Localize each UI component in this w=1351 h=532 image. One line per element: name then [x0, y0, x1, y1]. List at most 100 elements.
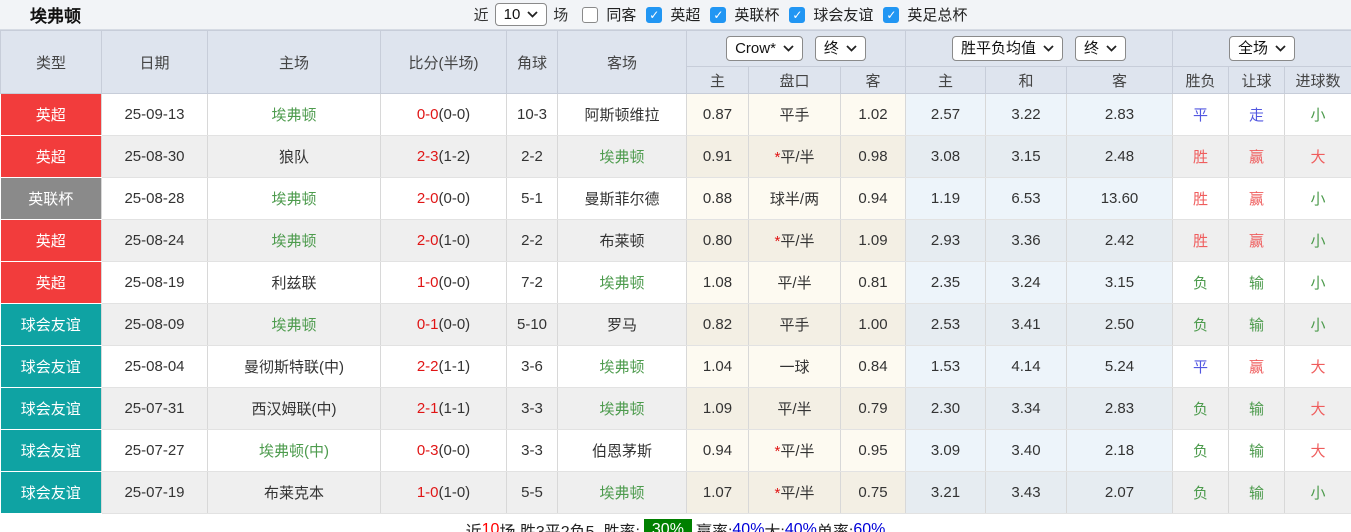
cell-result-handicap: 走 — [1228, 93, 1285, 136]
cell-score: 2-2(1-1) — [380, 345, 507, 388]
cell-result-wdl: 负 — [1172, 471, 1229, 514]
cell-asia-home-odds: 0.94 — [686, 429, 749, 472]
same-away-label: 同客 — [606, 7, 637, 24]
cell-result-goals: 小 — [1283, 177, 1351, 220]
cell-corner: 3-3 — [506, 429, 558, 472]
col-header-corner: 角球 — [506, 30, 558, 94]
matches-table: 类型 日期 主场 比分(半场) 角球 客场 Crow* 终 — [0, 30, 1351, 514]
summary-part: 40% — [732, 520, 765, 532]
euro-company-select[interactable]: 胜平负均值 — [951, 36, 1063, 61]
cell-euro-away-odds: 2.83 — [1066, 387, 1173, 430]
cell-asia-home-odds: 1.08 — [686, 261, 749, 304]
cell-asia-away-odds: 0.98 — [840, 135, 906, 178]
asia-odds-header: Crow* 终 — [686, 30, 906, 67]
cell-away-team: 阿斯顿维拉 — [557, 93, 687, 136]
filter-checkbox-2[interactable]: ✓ — [789, 6, 806, 23]
cell-asia-handicap: 平/半 — [748, 261, 841, 304]
cell-home-team: 埃弗顿 — [207, 93, 381, 136]
filter-checkbox-0[interactable]: ✓ — [646, 6, 663, 23]
cell-home-team: 利兹联 — [207, 261, 381, 304]
table-row: 球会友谊 25-08-09 埃弗顿 0-1(0-0) 5-10 罗马 0.82 … — [0, 303, 1351, 346]
filter-label-1: 英联杯 — [734, 7, 780, 24]
same-away-checkbox[interactable] — [582, 6, 599, 23]
cell-asia-handicap: 一球 — [748, 345, 841, 388]
cell-home-team: 埃弗顿 — [207, 303, 381, 346]
cell-away-team: 曼斯菲尔德 — [557, 177, 687, 220]
table-header: 类型 日期 主场 比分(半场) 角球 客场 Crow* 终 — [0, 30, 1351, 94]
cell-euro-home-odds: 2.57 — [905, 93, 986, 136]
cell-date: 25-08-30 — [101, 135, 208, 178]
top-bar: 埃弗顿 近 10 场 同客 ✓ 英超 ✓ 英联杯 ✓ 球会友谊 ✓ 英足总杯 — [0, 0, 1351, 30]
cell-result-wdl: 负 — [1172, 261, 1229, 304]
cell-asia-away-odds: 0.81 — [840, 261, 906, 304]
cell-score: 0-3(0-0) — [380, 429, 507, 472]
cell-home-team: 狼队 — [207, 135, 381, 178]
filter-checkbox-3[interactable]: ✓ — [883, 6, 900, 23]
cell-euro-draw-odds: 6.53 — [985, 177, 1067, 220]
euro-odds-header: 胜平负均值 终 — [905, 30, 1173, 67]
cell-away-team: 布莱顿 — [557, 219, 687, 262]
league-badge: 英超 — [0, 135, 102, 178]
chevron-down-icon — [783, 45, 794, 52]
cell-euro-draw-odds: 3.34 — [985, 387, 1067, 430]
cell-result-handicap: 赢 — [1228, 135, 1285, 178]
subcol-euro-away: 客 — [1066, 66, 1173, 94]
cell-euro-away-odds: 2.50 — [1066, 303, 1173, 346]
cell-euro-away-odds: 5.24 — [1066, 345, 1173, 388]
league-badge: 英联杯 — [0, 177, 102, 220]
cell-euro-home-odds: 2.35 — [905, 261, 986, 304]
recent-count-select[interactable]: 10 — [494, 3, 548, 26]
cell-date: 25-07-27 — [101, 429, 208, 472]
recent-count-value: 10 — [503, 6, 521, 23]
cell-score: 0-0(0-0) — [380, 93, 507, 136]
league-badge: 球会友谊 — [0, 303, 102, 346]
chevron-down-icon — [527, 11, 538, 18]
summary-part: 近 — [465, 523, 482, 532]
asia-company-select[interactable]: Crow* — [726, 36, 803, 61]
asia-time-select[interactable]: 终 — [814, 36, 866, 61]
summary-part: 60% — [853, 520, 886, 532]
league-badge: 英超 — [0, 93, 102, 136]
cell-result-handicap: 输 — [1228, 261, 1285, 304]
cell-euro-away-odds: 2.83 — [1066, 93, 1173, 136]
cell-asia-away-odds: 1.02 — [840, 93, 906, 136]
summary-part: 30% — [643, 518, 692, 532]
cell-away-team: 埃弗顿 — [557, 261, 687, 304]
cell-result-goals: 大 — [1283, 429, 1351, 472]
table-row: 球会友谊 25-07-27 埃弗顿(中) 0-3(0-0) 3-3 伯恩茅斯 0… — [0, 429, 1351, 472]
cell-asia-home-odds: 1.09 — [686, 387, 749, 430]
cell-date: 25-08-04 — [101, 345, 208, 388]
subcol-asia-away: 客 — [840, 66, 906, 94]
cell-asia-away-odds: 0.94 — [840, 177, 906, 220]
scope-select[interactable]: 全场 — [1229, 36, 1296, 61]
league-badge: 球会友谊 — [0, 387, 102, 430]
scope-value: 全场 — [1238, 40, 1269, 57]
summary-part: 赢率: — [695, 523, 733, 532]
cell-result-goals: 小 — [1283, 219, 1351, 262]
cell-score: 2-1(1-1) — [380, 387, 507, 430]
cell-home-team: 布莱克本 — [207, 471, 381, 514]
table-row: 球会友谊 25-08-04 曼彻斯特联(中) 2-2(1-1) 3-6 埃弗顿 … — [0, 345, 1351, 388]
cell-score: 0-1(0-0) — [380, 303, 507, 346]
cell-corner: 2-2 — [506, 219, 558, 262]
summary-part: 单率: — [816, 523, 854, 532]
cell-date: 25-08-24 — [101, 219, 208, 262]
cell-asia-handicap: *平/半 — [748, 135, 841, 178]
summary-part: 10 — [481, 520, 500, 532]
euro-time-select[interactable]: 终 — [1075, 36, 1127, 61]
chevron-down-icon — [1106, 45, 1117, 52]
cell-euro-home-odds: 3.21 — [905, 471, 986, 514]
filter-label-0: 英超 — [670, 7, 701, 24]
col-header-home: 主场 — [207, 30, 381, 94]
cell-result-goals: 小 — [1283, 303, 1351, 346]
cell-date: 25-07-19 — [101, 471, 208, 514]
cell-asia-away-odds: 0.79 — [840, 387, 906, 430]
league-badge: 球会友谊 — [0, 471, 102, 514]
cell-euro-home-odds: 2.30 — [905, 387, 986, 430]
page-title: 埃弗顿 — [30, 7, 81, 26]
table-row: 球会友谊 25-07-31 西汉姆联(中) 2-1(1-1) 3-3 埃弗顿 1… — [0, 387, 1351, 430]
filter-checkbox-1[interactable]: ✓ — [710, 6, 727, 23]
col-header-date: 日期 — [101, 30, 208, 94]
cell-result-goals: 小 — [1283, 261, 1351, 304]
cell-score: 2-0(1-0) — [380, 219, 507, 262]
